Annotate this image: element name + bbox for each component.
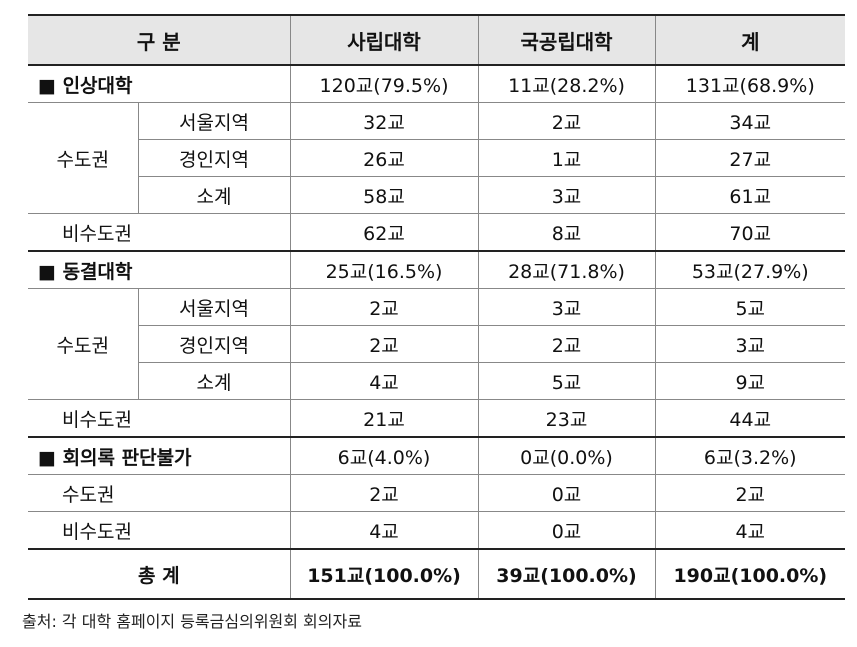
row-label: 경인지역 bbox=[138, 325, 291, 363]
value-cell: 5교 bbox=[654, 288, 846, 326]
row-label: 서울지역 bbox=[137, 102, 291, 140]
total-label: 총 계 bbox=[28, 548, 291, 600]
group-label: 수도권 bbox=[28, 102, 139, 214]
value-cell: 3교 bbox=[654, 325, 846, 363]
value-cell: 0교 bbox=[477, 474, 656, 512]
header-cell: 국공립대학 bbox=[477, 14, 656, 66]
table-row: ■ 동결대학 25교(16.5%) 28교(71.8%) 53교(27.9%) bbox=[28, 250, 846, 289]
row-label: 서울지역 bbox=[137, 288, 291, 326]
row-label: 비수도권 bbox=[28, 399, 291, 438]
table-row: 수도권 2교 0교 2교 bbox=[28, 474, 846, 512]
value-cell: 2교 bbox=[289, 325, 479, 363]
table-row: 경인지역 2교 2교 3교 bbox=[28, 325, 846, 363]
table-row: ■ 회의록 판단불가 6교(4.0%) 0교(0.0%) 6교(3.2%) bbox=[28, 436, 846, 475]
row-label: 비수도권 bbox=[28, 511, 291, 550]
value-cell: 5교 bbox=[477, 362, 656, 400]
value-cell: 120교(79.5%) bbox=[289, 64, 479, 103]
row-label: 수도권 bbox=[28, 474, 291, 512]
value-cell: 2교 bbox=[477, 325, 656, 363]
row-label: 경인지역 bbox=[138, 139, 291, 177]
value-cell: 4교 bbox=[654, 511, 846, 550]
table-row: 경인지역 26교 1교 27교 bbox=[28, 139, 846, 177]
section-label: ■ 동결대학 bbox=[28, 250, 291, 289]
value-cell: 3교 bbox=[477, 288, 656, 326]
value-cell: 32교 bbox=[289, 102, 479, 140]
table-row: ■ 인상대학 120교(79.5%) 11교(28.2%) 131교(68.9%) bbox=[28, 64, 846, 103]
value-cell: 6교(3.2%) bbox=[654, 436, 846, 475]
value-cell: 21교 bbox=[289, 399, 479, 438]
table: 구 분 사립대학 국공립대학 계 ■ 인상대학 120교(79.5%) 11교(28.2%)… bbox=[28, 14, 846, 600]
value-cell: 4교 bbox=[289, 511, 479, 550]
table-row: 비수도권 4교 0교 4교 bbox=[28, 511, 846, 550]
value-cell: 26교 bbox=[289, 139, 479, 177]
header-cell: 사립대학 bbox=[289, 14, 479, 66]
source-note: 출처: 각 대학 홈페이지 등록금심의위원회 회의자료 bbox=[22, 612, 362, 631]
table-row: 총 계 151교(100.0%) 39교(100.0%) 190교(100.0%) bbox=[28, 548, 846, 600]
value-cell: 53교(27.9%) bbox=[654, 250, 846, 289]
value-cell: 2교 bbox=[477, 102, 656, 140]
value-cell: 28교(71.8%) bbox=[477, 250, 656, 289]
value-cell: 44교 bbox=[654, 399, 846, 438]
value-cell: 1교 bbox=[477, 139, 656, 177]
value-cell: 39교(100.0%) bbox=[477, 548, 656, 600]
value-cell: 0교(0.0%) bbox=[477, 436, 656, 475]
value-cell: 190교(100.0%) bbox=[654, 548, 846, 600]
group-label: 수도권 bbox=[28, 288, 139, 400]
row-label: 비수도권 bbox=[28, 213, 291, 252]
value-cell: 8교 bbox=[477, 213, 656, 252]
value-cell: 23교 bbox=[477, 399, 656, 438]
table-row: 소계 4교 5교 9교 bbox=[28, 362, 846, 400]
table-row: 구 분 사립대학 국공립대학 계 bbox=[28, 14, 846, 66]
value-cell: 70교 bbox=[654, 213, 846, 252]
value-cell: 27교 bbox=[654, 139, 846, 177]
value-cell: 4교 bbox=[289, 362, 479, 400]
value-cell: 62교 bbox=[289, 213, 479, 252]
table-row: 비수도권 62교 8교 70교 bbox=[28, 213, 846, 252]
table-row: 수도권 서울지역 2교 3교 5교 bbox=[28, 288, 846, 400]
value-cell: 2교 bbox=[289, 474, 479, 512]
table-row: 비수도권 21교 23교 44교 bbox=[28, 399, 846, 438]
value-cell: 2교 bbox=[289, 288, 479, 326]
table-wrap: 구 분 사립대학 국공립대학 계 ■ 인상대학 120교(79.5%) 11교(28.2%)… bbox=[28, 14, 846, 600]
table-row: 수도권 서울지역 32교 2교 34교 bbox=[28, 102, 846, 214]
value-cell: 6교(4.0%) bbox=[289, 436, 479, 475]
section-label: ■ 인상대학 bbox=[28, 64, 291, 103]
header-cell: 계 bbox=[654, 14, 846, 66]
header-cell: 구 분 bbox=[28, 14, 291, 66]
value-cell: 2교 bbox=[654, 474, 846, 512]
table-body: 구 분 사립대학 국공립대학 계 ■ 인상대학 120교(79.5%) 11교(28.2%)… bbox=[28, 14, 846, 600]
value-cell: 58교 bbox=[289, 176, 479, 214]
value-cell: 11교(28.2%) bbox=[477, 64, 656, 103]
value-cell: 34교 bbox=[654, 102, 846, 140]
value-cell: 9교 bbox=[654, 362, 846, 400]
row-label: 소계 bbox=[138, 176, 291, 214]
value-cell: 3교 bbox=[477, 176, 656, 214]
value-cell: 25교(16.5%) bbox=[289, 250, 479, 289]
value-cell: 151교(100.0%) bbox=[289, 548, 479, 600]
section-label: ■ 회의록 판단불가 bbox=[28, 436, 291, 475]
value-cell: 131교(68.9%) bbox=[654, 64, 846, 103]
row-label: 소계 bbox=[138, 362, 291, 400]
value-cell: 61교 bbox=[654, 176, 846, 214]
value-cell: 0교 bbox=[477, 511, 656, 550]
table-row: 소계 58교 3교 61교 bbox=[28, 176, 846, 214]
